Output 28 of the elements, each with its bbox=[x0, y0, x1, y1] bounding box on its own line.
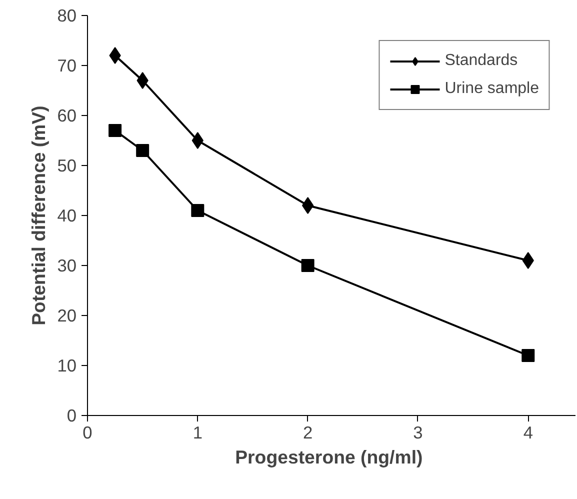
y-tick-label: 50 bbox=[57, 156, 77, 176]
y-tick-label: 80 bbox=[57, 6, 77, 26]
point bbox=[192, 132, 204, 149]
y-tick-label: 40 bbox=[57, 206, 77, 226]
point bbox=[522, 252, 534, 269]
x-tick-label: 4 bbox=[523, 422, 534, 442]
legend-label: Standards bbox=[444, 52, 518, 70]
x-axis-title: Progesterone (ng/ml) bbox=[235, 446, 423, 468]
y-tick-label: 10 bbox=[57, 356, 77, 376]
y-tick-label: 0 bbox=[66, 406, 77, 426]
y-tick-label: 70 bbox=[57, 56, 77, 76]
point bbox=[302, 197, 314, 214]
x-tick-label: 2 bbox=[302, 422, 313, 442]
point bbox=[522, 349, 535, 362]
point bbox=[109, 47, 121, 64]
point bbox=[136, 144, 150, 157]
x-tick-label: 0 bbox=[82, 422, 92, 442]
point bbox=[191, 204, 204, 217]
point bbox=[108, 124, 122, 137]
legend-label: Urine sample bbox=[444, 80, 539, 98]
y-tick-label: 30 bbox=[57, 256, 77, 276]
y-tick-label: 20 bbox=[57, 306, 77, 326]
y-tick-label: 60 bbox=[57, 106, 77, 126]
x-tick-label: 3 bbox=[413, 422, 423, 442]
y-axis-title: Potential difference (mV) bbox=[28, 106, 50, 326]
point bbox=[301, 259, 314, 272]
point bbox=[136, 72, 148, 89]
x-tick-label: 1 bbox=[192, 422, 202, 442]
